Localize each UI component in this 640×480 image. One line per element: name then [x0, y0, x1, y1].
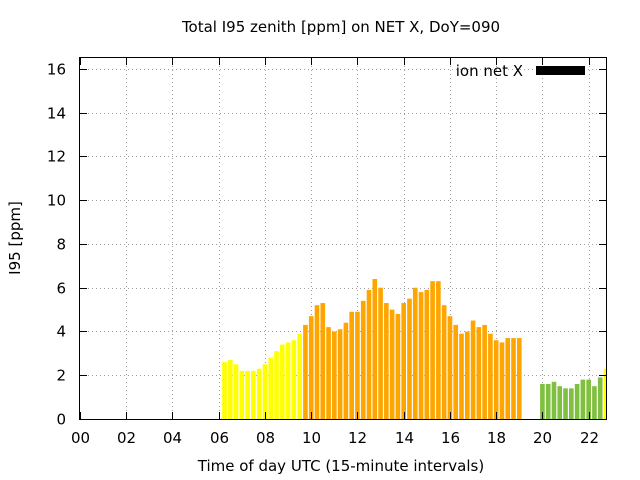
bar	[493, 340, 499, 419]
x-tick-label: 16	[441, 429, 460, 447]
x-tick-label: 02	[117, 429, 136, 447]
bar	[274, 351, 279, 419]
bar	[366, 289, 372, 419]
bar	[268, 357, 274, 419]
bar	[482, 324, 487, 419]
plot-frame	[79, 57, 607, 420]
y-tick-label: 10	[47, 192, 66, 210]
bar	[586, 379, 591, 419]
bar	[453, 324, 459, 419]
bar	[401, 303, 407, 419]
bar	[326, 327, 331, 419]
legend-swatch	[536, 66, 585, 75]
bar	[592, 386, 597, 419]
bar	[372, 278, 378, 419]
x-tick-label: 08	[256, 429, 275, 447]
bar	[308, 316, 314, 419]
x-tick-label: 14	[395, 429, 414, 447]
bar	[447, 316, 453, 419]
bar	[279, 344, 285, 419]
bar	[557, 386, 563, 419]
bar	[551, 381, 557, 419]
bar	[464, 331, 470, 419]
bar	[418, 292, 424, 419]
bar	[285, 342, 291, 419]
bar	[291, 340, 297, 419]
bar	[337, 329, 343, 419]
bar	[233, 364, 239, 419]
x-tick-label: 04	[163, 429, 182, 447]
y-tick-label: 8	[56, 236, 66, 254]
bar	[603, 368, 606, 419]
x-tick-label: 20	[533, 429, 552, 447]
bar	[245, 370, 250, 419]
bar	[320, 303, 326, 419]
y-tick-label: 0	[56, 411, 66, 429]
y-tick-label: 14	[47, 105, 66, 123]
bar	[227, 359, 233, 419]
bar	[488, 333, 493, 419]
y-tick-label: 6	[56, 280, 66, 298]
grid	[80, 58, 606, 419]
x-tick-label: 10	[302, 429, 321, 447]
bar	[355, 311, 360, 419]
bar	[569, 388, 574, 419]
bar	[239, 370, 245, 419]
bar	[378, 287, 383, 419]
bar	[407, 298, 412, 419]
bar	[389, 309, 395, 419]
x-tick-label: 22	[580, 429, 599, 447]
bar	[563, 388, 568, 419]
bar	[540, 383, 545, 419]
bar	[222, 362, 227, 419]
bars	[222, 278, 606, 419]
bar	[395, 313, 401, 419]
bar	[256, 368, 262, 419]
bar	[459, 333, 464, 419]
bar	[314, 305, 320, 419]
bar	[297, 333, 302, 419]
bar	[441, 305, 447, 419]
y-tick-label: 12	[47, 148, 66, 166]
bar	[343, 322, 349, 419]
bar	[499, 342, 505, 419]
bar	[470, 320, 476, 419]
bar	[424, 289, 430, 419]
bar	[384, 303, 389, 419]
y-tick-label: 4	[56, 323, 66, 341]
y-tick-label: 16	[47, 61, 66, 79]
y-axis-label: I95 [ppm]	[6, 201, 24, 275]
x-tick-label: 18	[487, 429, 506, 447]
bar	[436, 281, 441, 419]
x-tick-label: 00	[71, 429, 90, 447]
chart-title: Total I95 zenith [ppm] on NET X, DoY=090	[181, 18, 500, 36]
bar	[574, 383, 580, 419]
x-tick-label: 06	[210, 429, 229, 447]
bar	[360, 300, 366, 419]
legend-label: ion net X	[456, 62, 523, 80]
bar	[251, 370, 256, 419]
bar	[505, 338, 511, 419]
bar	[597, 377, 603, 419]
bar	[545, 383, 551, 419]
x-tick-label: 12	[348, 429, 367, 447]
legend: ion net X	[456, 62, 585, 80]
x-axis-label: Time of day UTC (15-minute intervals)	[197, 457, 484, 475]
bar	[476, 327, 482, 419]
bar	[303, 324, 308, 419]
bar	[511, 338, 516, 419]
bar	[262, 364, 268, 419]
bar	[349, 311, 354, 419]
bar	[580, 379, 586, 419]
bar	[412, 287, 418, 419]
bar	[430, 281, 435, 419]
bar	[516, 338, 522, 419]
y-tick-label: 2	[56, 367, 66, 385]
bar	[332, 331, 337, 419]
